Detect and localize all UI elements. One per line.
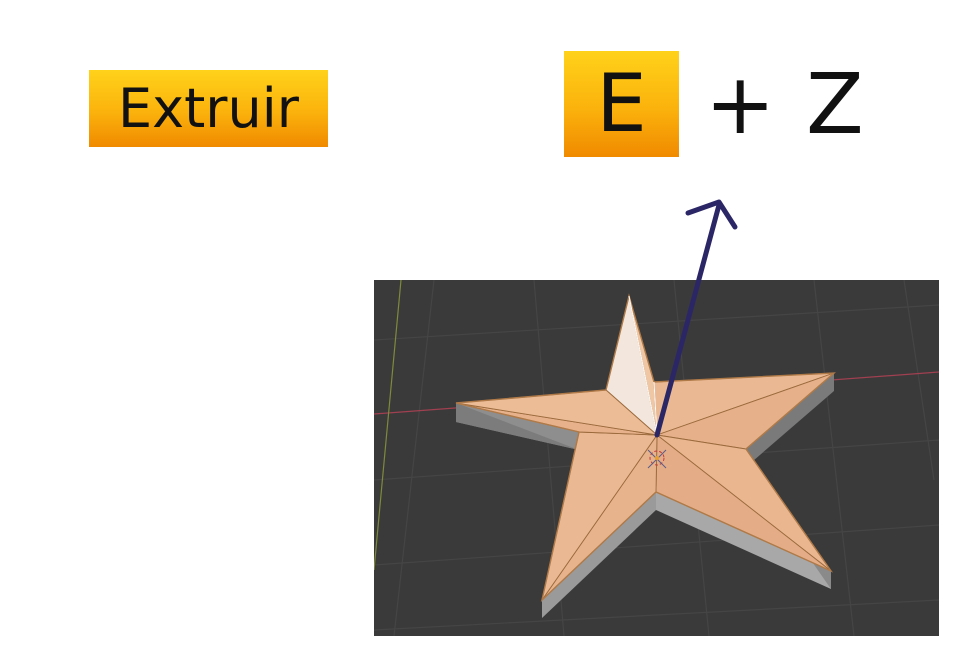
shortcut-key-badge: E (564, 51, 679, 157)
origin-cursor-icon (647, 449, 667, 469)
star-outline (455, 293, 836, 603)
shortcut-modifier-text: + Z (705, 55, 866, 153)
extrude-label: Extruir (89, 70, 328, 147)
viewport-3d[interactable] (374, 280, 939, 636)
extrude-label-text: Extruir (118, 76, 299, 140)
viewport-canvas (374, 280, 939, 636)
shortcut-key-text: E (596, 57, 647, 150)
y-axis-line (374, 280, 402, 571)
